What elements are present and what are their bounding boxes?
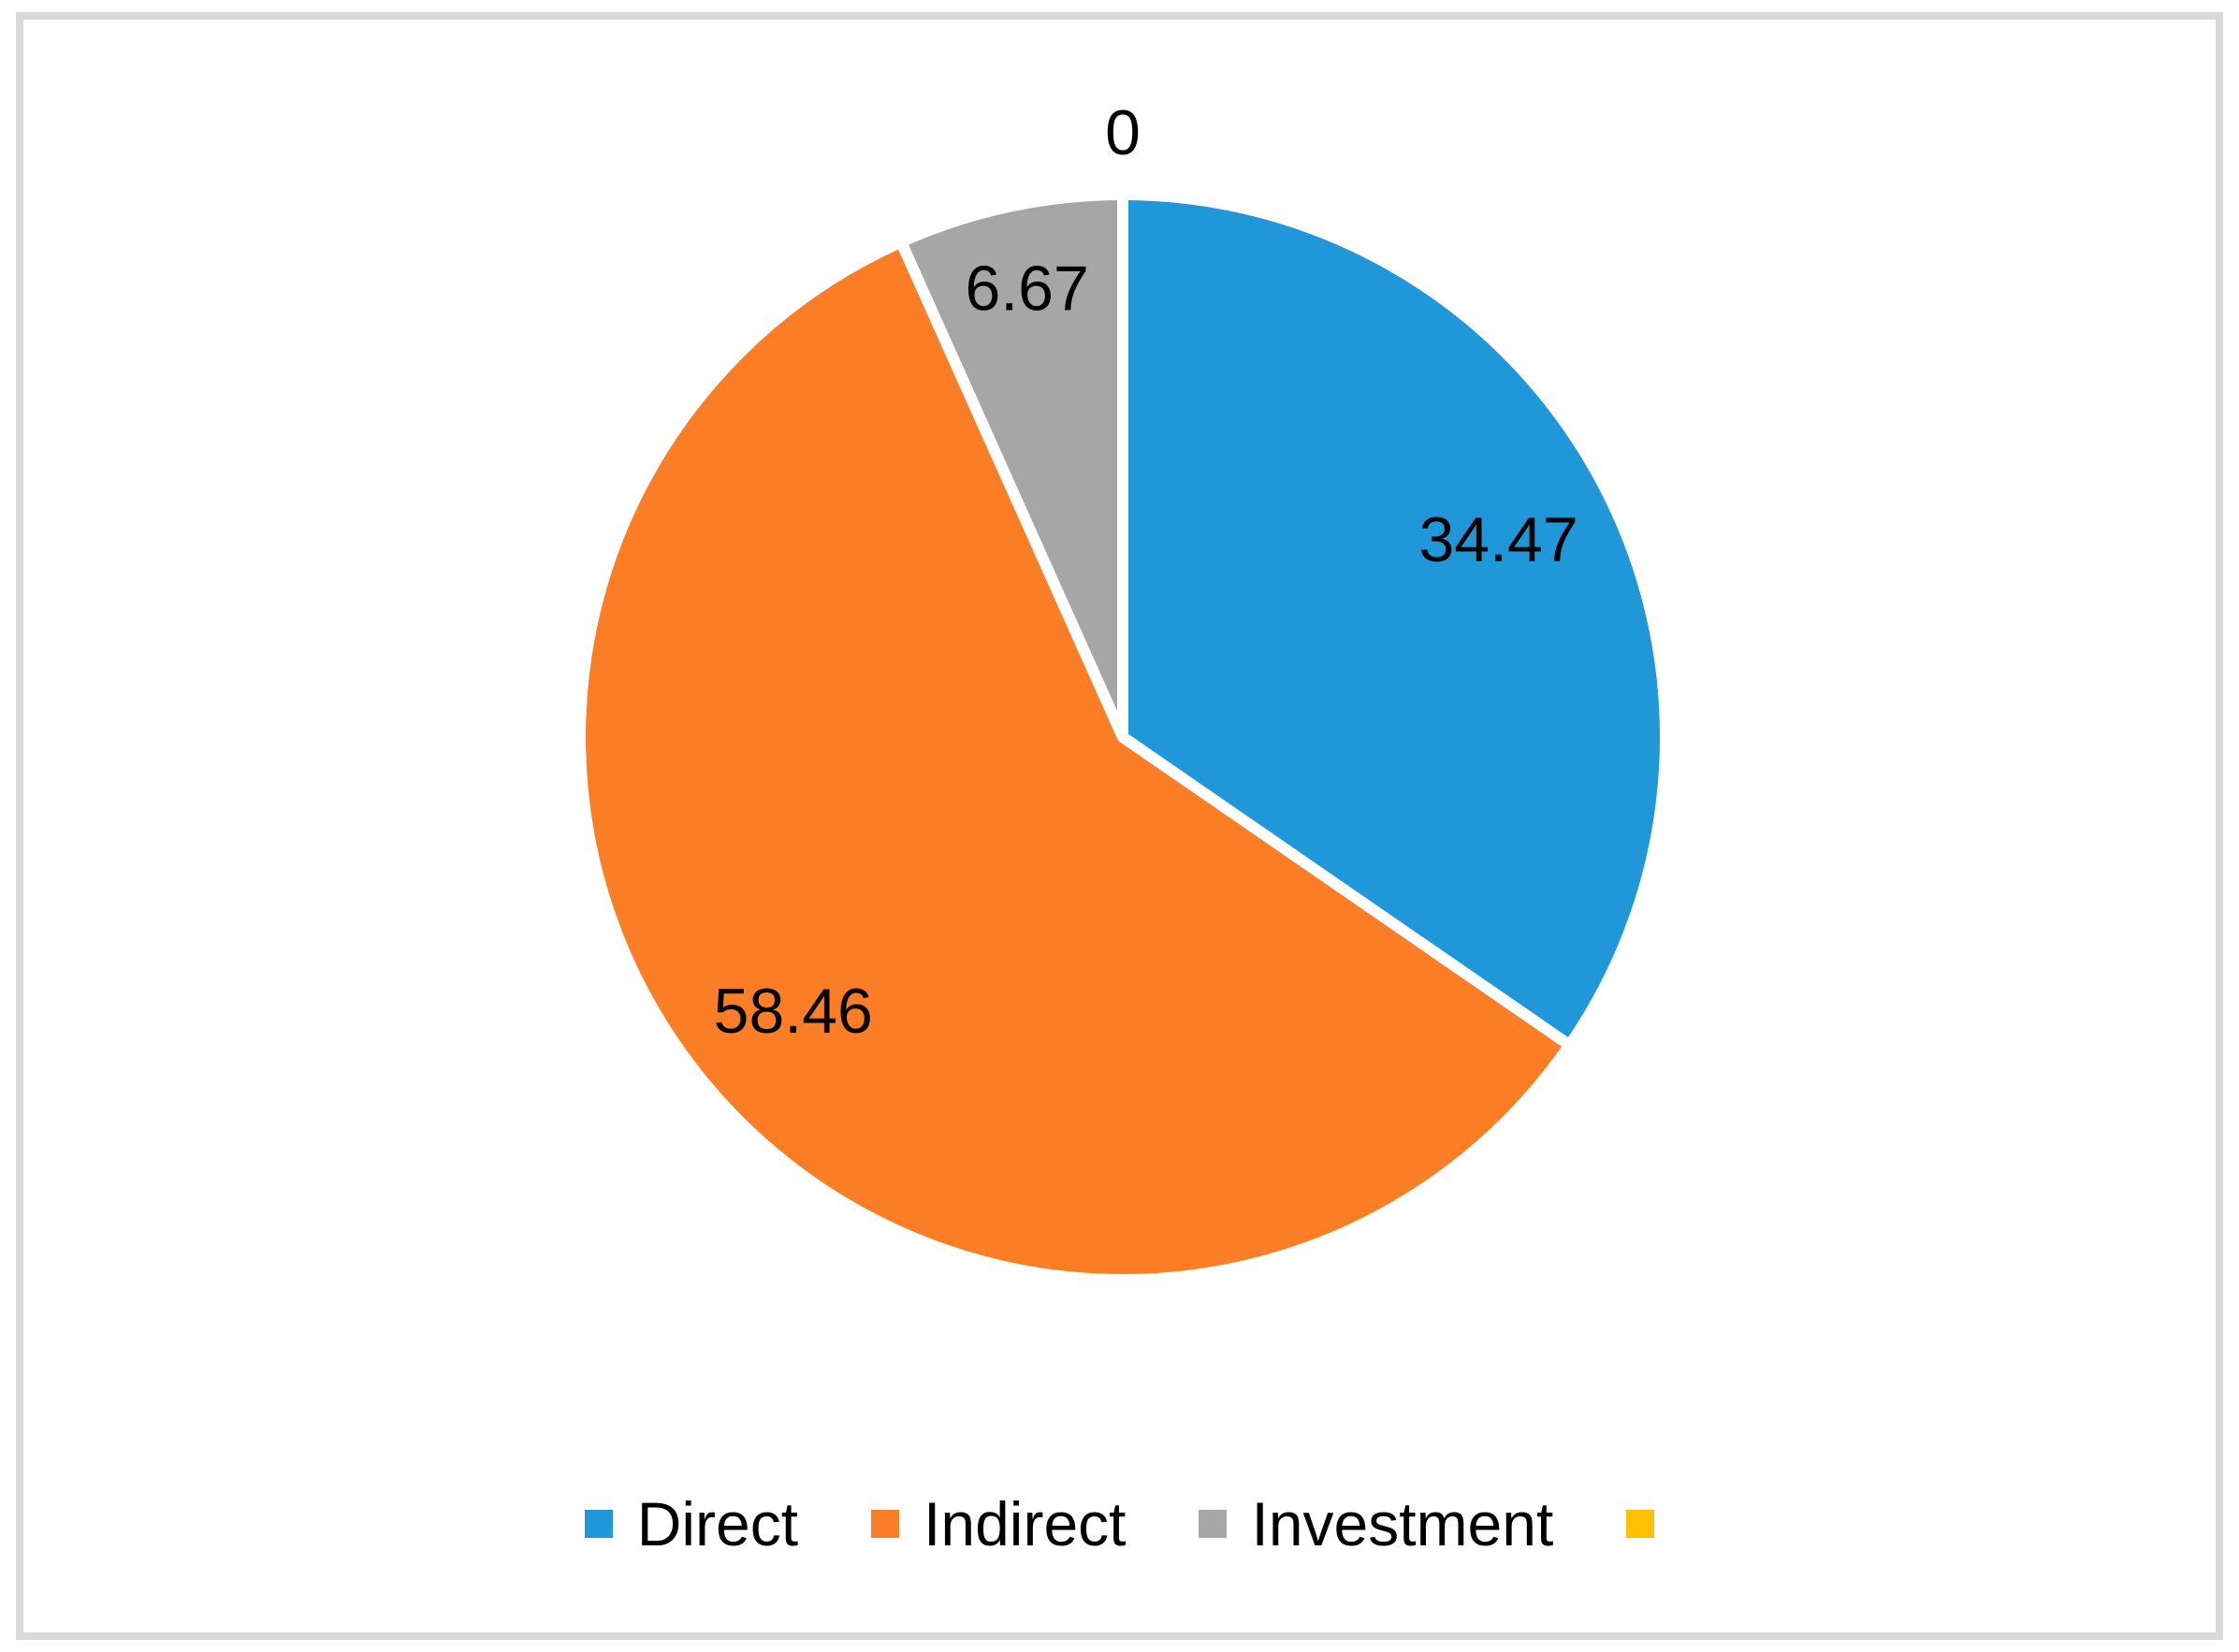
legend-item-investment[interactable]: Investment [1199, 1493, 1553, 1555]
legend-swatch-icon [1626, 1510, 1655, 1538]
data-label-investment: 6.67 [965, 254, 1088, 325]
legend-item-blank[interactable] [1626, 1510, 1655, 1538]
data-label-zero: 0 [1105, 97, 1141, 168]
legend-item-indirect[interactable]: Indirect [871, 1493, 1126, 1555]
pie-slice-investment[interactable] [895, 189, 1128, 743]
data-label-indirect: 58.46 [714, 976, 873, 1047]
pie-slice-indirect[interactable] [574, 236, 1576, 1286]
legend-label: Indirect [923, 1489, 1127, 1558]
data-label-direct: 34.47 [1418, 504, 1577, 575]
legend: Direct Indirect Investment [0, 1490, 2239, 1558]
legend-swatch-icon [1199, 1510, 1228, 1538]
legend-swatch-icon [871, 1510, 900, 1538]
pie-slice-direct[interactable] [1117, 189, 1671, 1051]
legend-swatch-icon [584, 1510, 613, 1538]
legend-item-direct[interactable]: Direct [584, 1489, 799, 1558]
legend-label: Investment [1251, 1489, 1554, 1558]
legend-label: Direct [636, 1489, 799, 1558]
